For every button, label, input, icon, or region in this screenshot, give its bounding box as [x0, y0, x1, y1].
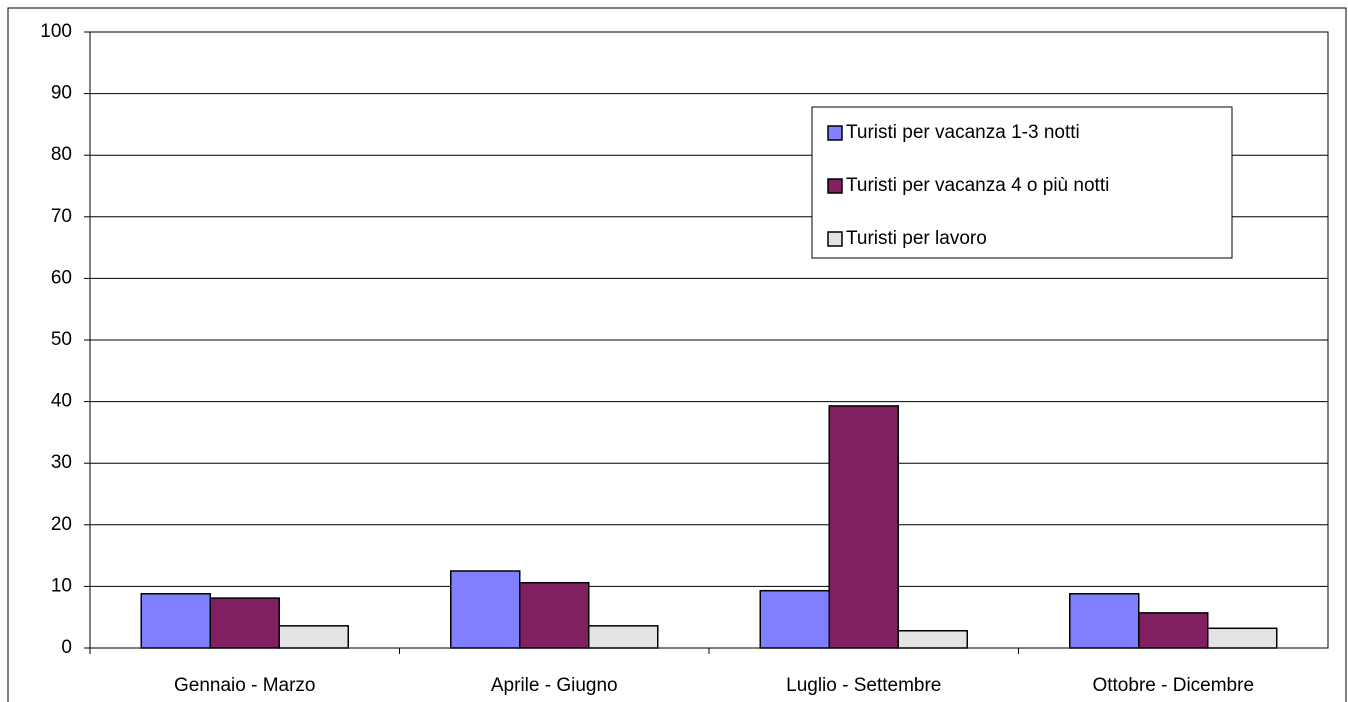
y-tick-label: 0	[61, 637, 72, 658]
bar	[209, 597, 280, 649]
x-tick-label: Luglio - Settembre	[786, 675, 941, 696]
y-tick-label: 80	[51, 144, 72, 165]
bar	[759, 589, 830, 649]
legend-box	[811, 106, 1233, 259]
legend-label: Turisti per vacanza 1-3 notti	[846, 122, 1080, 143]
bar	[1207, 627, 1278, 649]
bar	[897, 630, 968, 649]
y-tick-label: 50	[51, 329, 72, 350]
y-tick-label: 30	[51, 452, 72, 473]
y-tick-label: 70	[51, 206, 72, 227]
legend-label: Turisti per vacanza 4 o più notti	[846, 175, 1109, 196]
y-tick-label: 100	[40, 21, 72, 42]
x-tick-label: Aprile - Giugno	[491, 675, 618, 696]
y-tick-label: 90	[51, 83, 72, 104]
y-tick-label: 10	[51, 575, 72, 596]
y-tick-label: 60	[51, 267, 72, 288]
bar	[588, 625, 659, 649]
x-tick-label: Ottobre - Dicembre	[1092, 675, 1254, 696]
y-tick-label: 40	[51, 391, 72, 412]
legend-swatch	[827, 178, 843, 194]
bar	[828, 405, 899, 649]
chart-frame	[7, 7, 1347, 702]
bar	[1069, 593, 1140, 649]
bar	[450, 570, 521, 649]
legend-swatch	[827, 231, 843, 247]
x-tick-label: Gennaio - Marzo	[174, 675, 316, 696]
y-tick-label: 20	[51, 514, 72, 535]
legend-label: Turisti per lavoro	[846, 228, 987, 249]
bar	[1138, 612, 1209, 649]
bar	[519, 581, 590, 649]
bar	[278, 625, 349, 649]
bar	[140, 593, 211, 649]
legend-swatch	[827, 125, 843, 141]
